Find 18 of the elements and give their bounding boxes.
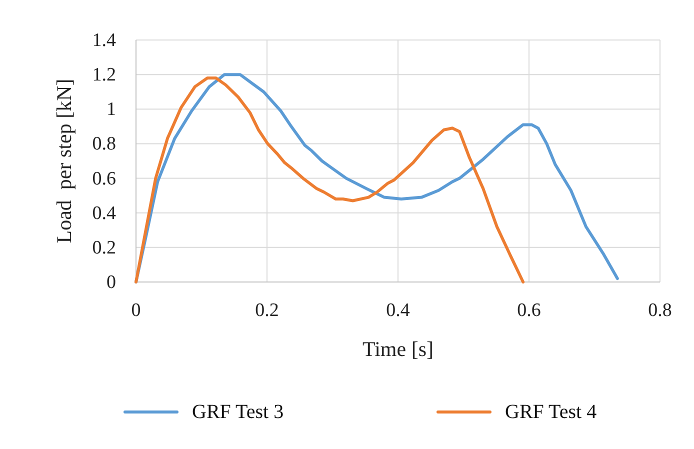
y-tick-label: 0.8 [92,134,116,155]
y-axis-title: Load per step [kN] [52,78,76,244]
legend-label: GRF Test 3 [192,401,284,423]
y-tick-label: 1.4 [92,30,116,51]
x-tick-label: 0.8 [648,300,672,321]
x-tick-label: 0.4 [386,300,410,321]
y-tick-label: 0.2 [92,237,116,258]
line-series [134,76,525,284]
y-tick-label: 0.4 [92,202,116,224]
x-axis-title: Time [s] [362,337,434,361]
y-tick-label: 0.6 [92,168,116,190]
x-tick-label: 0.2 [255,300,279,321]
x-tick-label: 0 [131,300,141,321]
legend-label: GRF Test 4 [505,401,597,423]
y-tick-label: 0 [106,272,116,293]
y-tick-label: 1 [106,99,116,120]
x-tick-label: 0.6 [517,300,541,321]
y-tick-label: 1.2 [92,64,116,86]
